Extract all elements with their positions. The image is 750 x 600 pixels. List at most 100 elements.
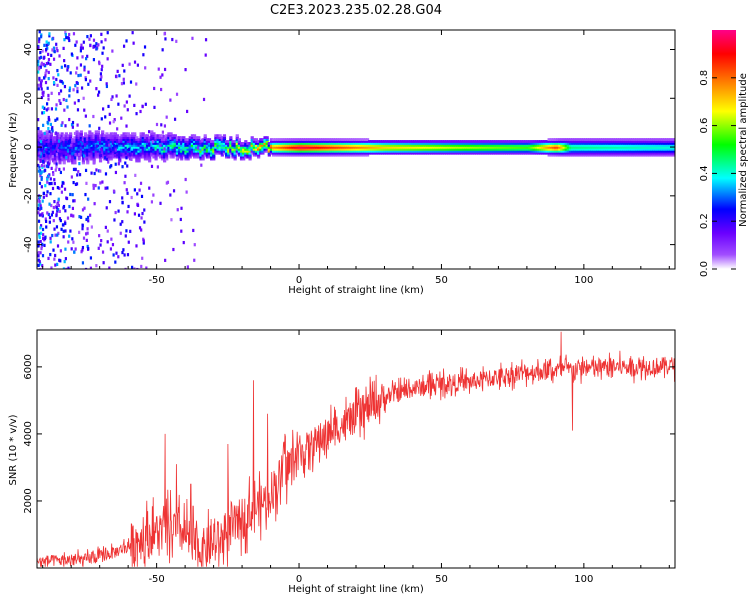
heatmap-cell: [538, 149, 543, 153]
heatmap-speckle: [105, 206, 108, 210]
heatmap-speckle: [75, 66, 79, 70]
heatmap-cell: [205, 140, 209, 143]
heatmap-speckle: [77, 73, 80, 78]
heatmap-cell: [237, 144, 241, 147]
heatmap-speckle: [123, 253, 126, 257]
heatmap-speckle: [40, 95, 44, 100]
heatmap-cell: [408, 145, 412, 149]
heatmap-speckle: [65, 196, 69, 201]
heatmap-speckle: [193, 243, 196, 247]
heatmap-cell: [71, 159, 75, 163]
heatmap-cell: [79, 138, 83, 141]
heatmap-cell: [154, 140, 158, 143]
heatmap-cell: [643, 149, 647, 153]
heatmap-cell: [656, 142, 660, 145]
heatmap-cell: [169, 149, 173, 153]
heatmap-cell: [432, 151, 436, 155]
heatmap-speckle: [160, 123, 163, 127]
heatmap-cell: [175, 153, 180, 157]
heatmap-cell: [355, 140, 359, 143]
heatmap-cell: [368, 142, 372, 145]
heatmap-cell: [175, 145, 180, 149]
heatmap-cell: [316, 149, 321, 153]
heatmap-cell: [96, 145, 101, 149]
heatmap-cell: [130, 138, 135, 141]
heatmap-cell: [590, 145, 594, 149]
heatmap-cell: [257, 149, 261, 153]
heatmap-cell: [553, 140, 558, 143]
heatmap-speckle: [41, 165, 44, 169]
heatmap-cell: [620, 153, 624, 157]
heatmap-cell: [122, 138, 126, 141]
heatmap-cell: [472, 145, 476, 149]
heatmap-cell: [289, 145, 293, 149]
heatmap-cell: [549, 142, 553, 145]
heatmap-cell: [224, 144, 229, 147]
heatmap-cell: [58, 157, 62, 161]
heatmap-speckle: [107, 104, 110, 109]
heatmap-cell: [645, 138, 650, 141]
heatmap-cell: [71, 140, 75, 143]
heatmap-speckle: [72, 88, 75, 92]
heatmap-cell: [128, 155, 133, 159]
heatmap-cell: [583, 153, 588, 157]
heatmap-speckle: [58, 99, 61, 103]
heatmap-cell: [336, 149, 340, 153]
heatmap-cell: [474, 145, 479, 149]
heatmap-cell: [665, 151, 669, 155]
heatmap-cell: [135, 157, 139, 161]
heatmap-cell: [88, 149, 92, 153]
heatmap-cell: [75, 136, 79, 140]
heatmap-cell: [75, 144, 79, 147]
heatmap-speckle: [52, 57, 56, 61]
heatmap-cell: [618, 145, 622, 149]
heatmap-cell: [197, 142, 201, 145]
heatmap-cell: [534, 147, 538, 151]
heatmap-cell: [445, 145, 449, 149]
heatmap-speckle: [108, 147, 111, 151]
heatmap-cell: [214, 151, 218, 155]
heatmap-cell: [295, 142, 299, 145]
heatmap-cell: [297, 149, 301, 153]
heatmap-cell: [306, 138, 310, 141]
heatmap-cell: [254, 142, 259, 145]
heatmap-cell: [103, 140, 107, 143]
heatmap-cell: [417, 145, 421, 149]
heatmap-cell: [380, 147, 385, 151]
heatmap-speckle: [191, 36, 194, 40]
heatmap-cell: [611, 138, 615, 141]
heatmap-speckle: [136, 267, 139, 269]
heatmap-speckle: [125, 156, 128, 160]
heatmap-cell: [201, 144, 205, 147]
heatmap-cell: [60, 144, 64, 147]
heatmap-cell: [609, 151, 613, 155]
heatmap-cell: [113, 138, 118, 141]
heatmap-cell: [116, 155, 120, 159]
heatmap-cell: [637, 138, 641, 141]
heatmap-cell: [624, 142, 628, 145]
heatmap-cell: [380, 142, 385, 145]
heatmap-cell: [457, 142, 462, 145]
heatmap-cell: [449, 142, 453, 145]
heatmap-cells: [37, 30, 675, 269]
heatmap-cell: [365, 138, 370, 141]
heatmap-cell: [605, 149, 609, 153]
heatmap-cell: [265, 138, 269, 141]
heatmap-cell: [340, 147, 344, 151]
heatmap-cell: [660, 144, 664, 147]
heatmap-cell: [438, 151, 442, 155]
heatmap-cell: [148, 159, 152, 163]
heatmap-cell: [88, 136, 92, 140]
heatmap-speckle: [74, 147, 77, 151]
heatmap-cell: [543, 144, 547, 147]
heatmap-cell: [622, 145, 626, 149]
heatmap-cell: [203, 136, 207, 140]
heatmap-cell: [372, 145, 376, 149]
heatmap-cell: [86, 138, 90, 141]
heatmap-cell: [624, 138, 628, 141]
heatmap-cell: [611, 145, 615, 149]
heatmap-cell: [583, 145, 588, 149]
heatmap-cell: [344, 149, 348, 153]
heatmap-cell: [60, 142, 64, 145]
heatmap-speckle: [97, 186, 100, 190]
